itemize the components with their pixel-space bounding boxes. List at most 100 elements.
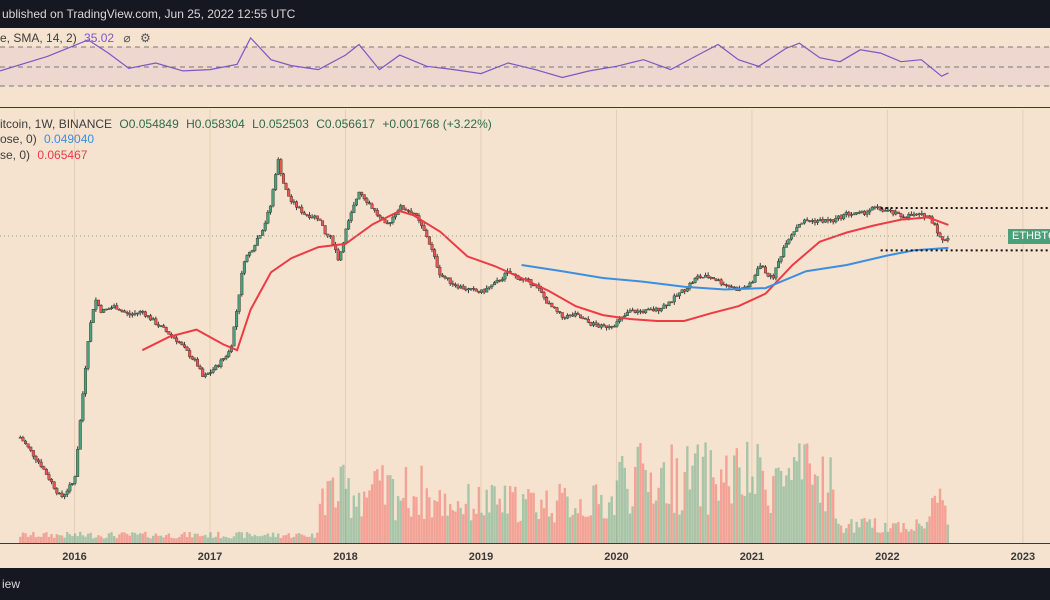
candle-body	[657, 307, 661, 312]
volume-bar	[146, 537, 150, 543]
volume-bar	[264, 534, 267, 543]
brand-text: iew	[2, 577, 21, 591]
volume-bar	[404, 467, 408, 543]
volume-bar	[730, 503, 733, 543]
candle-body	[636, 310, 640, 313]
volume-bar	[222, 536, 225, 543]
volume-bar	[248, 533, 251, 543]
low-value: L0.052503	[252, 117, 309, 131]
candle-body	[578, 314, 582, 319]
volume-bar	[396, 496, 400, 543]
volume-bar	[699, 506, 702, 543]
x-tick-label: 2019	[469, 551, 493, 563]
candle-body	[154, 318, 158, 325]
candle-body	[414, 213, 418, 216]
candle-body	[378, 214, 382, 218]
publish-text: ublished on TradingView.com, Jun 25, 202…	[2, 7, 296, 21]
candle-body	[39, 461, 43, 467]
candle-body	[706, 274, 710, 278]
candle-body	[365, 198, 369, 203]
volume-bar	[680, 510, 684, 543]
candle-body	[821, 219, 825, 223]
volume-bar	[89, 532, 92, 543]
volume-bar	[626, 488, 629, 543]
candle-body	[581, 317, 585, 320]
volume-bar	[891, 523, 895, 543]
volume-bar	[303, 535, 306, 543]
volume-bar	[683, 472, 686, 543]
rsi-label: e, SMA, 14, 2)	[0, 31, 77, 45]
volume-bar	[274, 536, 277, 543]
volume-bar	[133, 532, 137, 543]
volume-bar	[667, 503, 671, 543]
candle-body	[482, 289, 486, 293]
candle-body	[242, 261, 246, 274]
volume-bar	[915, 519, 918, 543]
volume-bar	[488, 512, 491, 543]
candle-body	[777, 261, 781, 268]
candle-body	[493, 282, 497, 286]
candle-body	[435, 256, 439, 268]
candle-body	[935, 224, 939, 234]
candle-body	[920, 213, 924, 215]
volume-bar	[178, 536, 181, 543]
volume-bar	[196, 533, 199, 543]
volume-bar	[292, 536, 296, 543]
volume-bar	[29, 535, 32, 543]
volume-bar	[425, 488, 428, 543]
candle-body	[797, 224, 801, 228]
volume-bar	[834, 518, 838, 543]
volume-bar	[172, 538, 176, 543]
volume-bar	[761, 470, 765, 543]
volume-bar	[42, 533, 45, 543]
volume-bar	[907, 531, 910, 543]
candle-body	[347, 220, 351, 230]
candle-body	[560, 312, 564, 318]
candle-body	[128, 313, 132, 316]
settings-icon[interactable]: ⚙	[140, 31, 151, 45]
volume-bar	[821, 456, 825, 543]
volume-bar	[774, 468, 778, 543]
volume-bar	[519, 520, 522, 543]
volume-bar	[620, 456, 624, 543]
volume-bar	[592, 485, 595, 543]
candle-body	[52, 481, 56, 489]
candle-body	[263, 222, 267, 231]
volume-bar	[897, 521, 900, 543]
candle-body	[94, 299, 98, 310]
volume-bar	[24, 533, 27, 543]
candle-body	[211, 369, 215, 373]
volume-bar	[824, 511, 827, 543]
candle-body	[224, 356, 228, 359]
volume-bar	[910, 529, 913, 543]
volume-bar	[227, 537, 230, 543]
candle-body	[873, 206, 877, 209]
volume-bar	[185, 537, 189, 543]
candle-body	[315, 215, 319, 220]
volume-bar	[19, 536, 22, 543]
volume-bar	[131, 532, 134, 543]
volume-bar	[357, 492, 361, 543]
candle-body	[310, 216, 314, 219]
eye-slash-icon[interactable]: ⌀	[123, 31, 131, 45]
rsi-line	[0, 36, 949, 79]
volume-bar	[693, 453, 697, 543]
candle-body	[34, 456, 38, 461]
candle-body	[237, 294, 241, 312]
candle-body	[50, 479, 54, 483]
candle-body	[117, 309, 121, 311]
volume-bar	[167, 533, 171, 543]
volume-bar	[159, 535, 163, 543]
volume-bar	[266, 533, 270, 543]
candle-body	[47, 474, 51, 480]
candle-body	[946, 238, 950, 241]
volume-bar	[889, 528, 892, 543]
candle-body	[73, 476, 77, 484]
volume-bar	[912, 530, 916, 543]
candle-body	[240, 272, 244, 295]
volume-bar	[45, 532, 48, 543]
candle-body	[485, 287, 489, 293]
volume-bar	[300, 534, 303, 543]
candle-body	[889, 209, 893, 212]
candle-body	[912, 213, 916, 216]
